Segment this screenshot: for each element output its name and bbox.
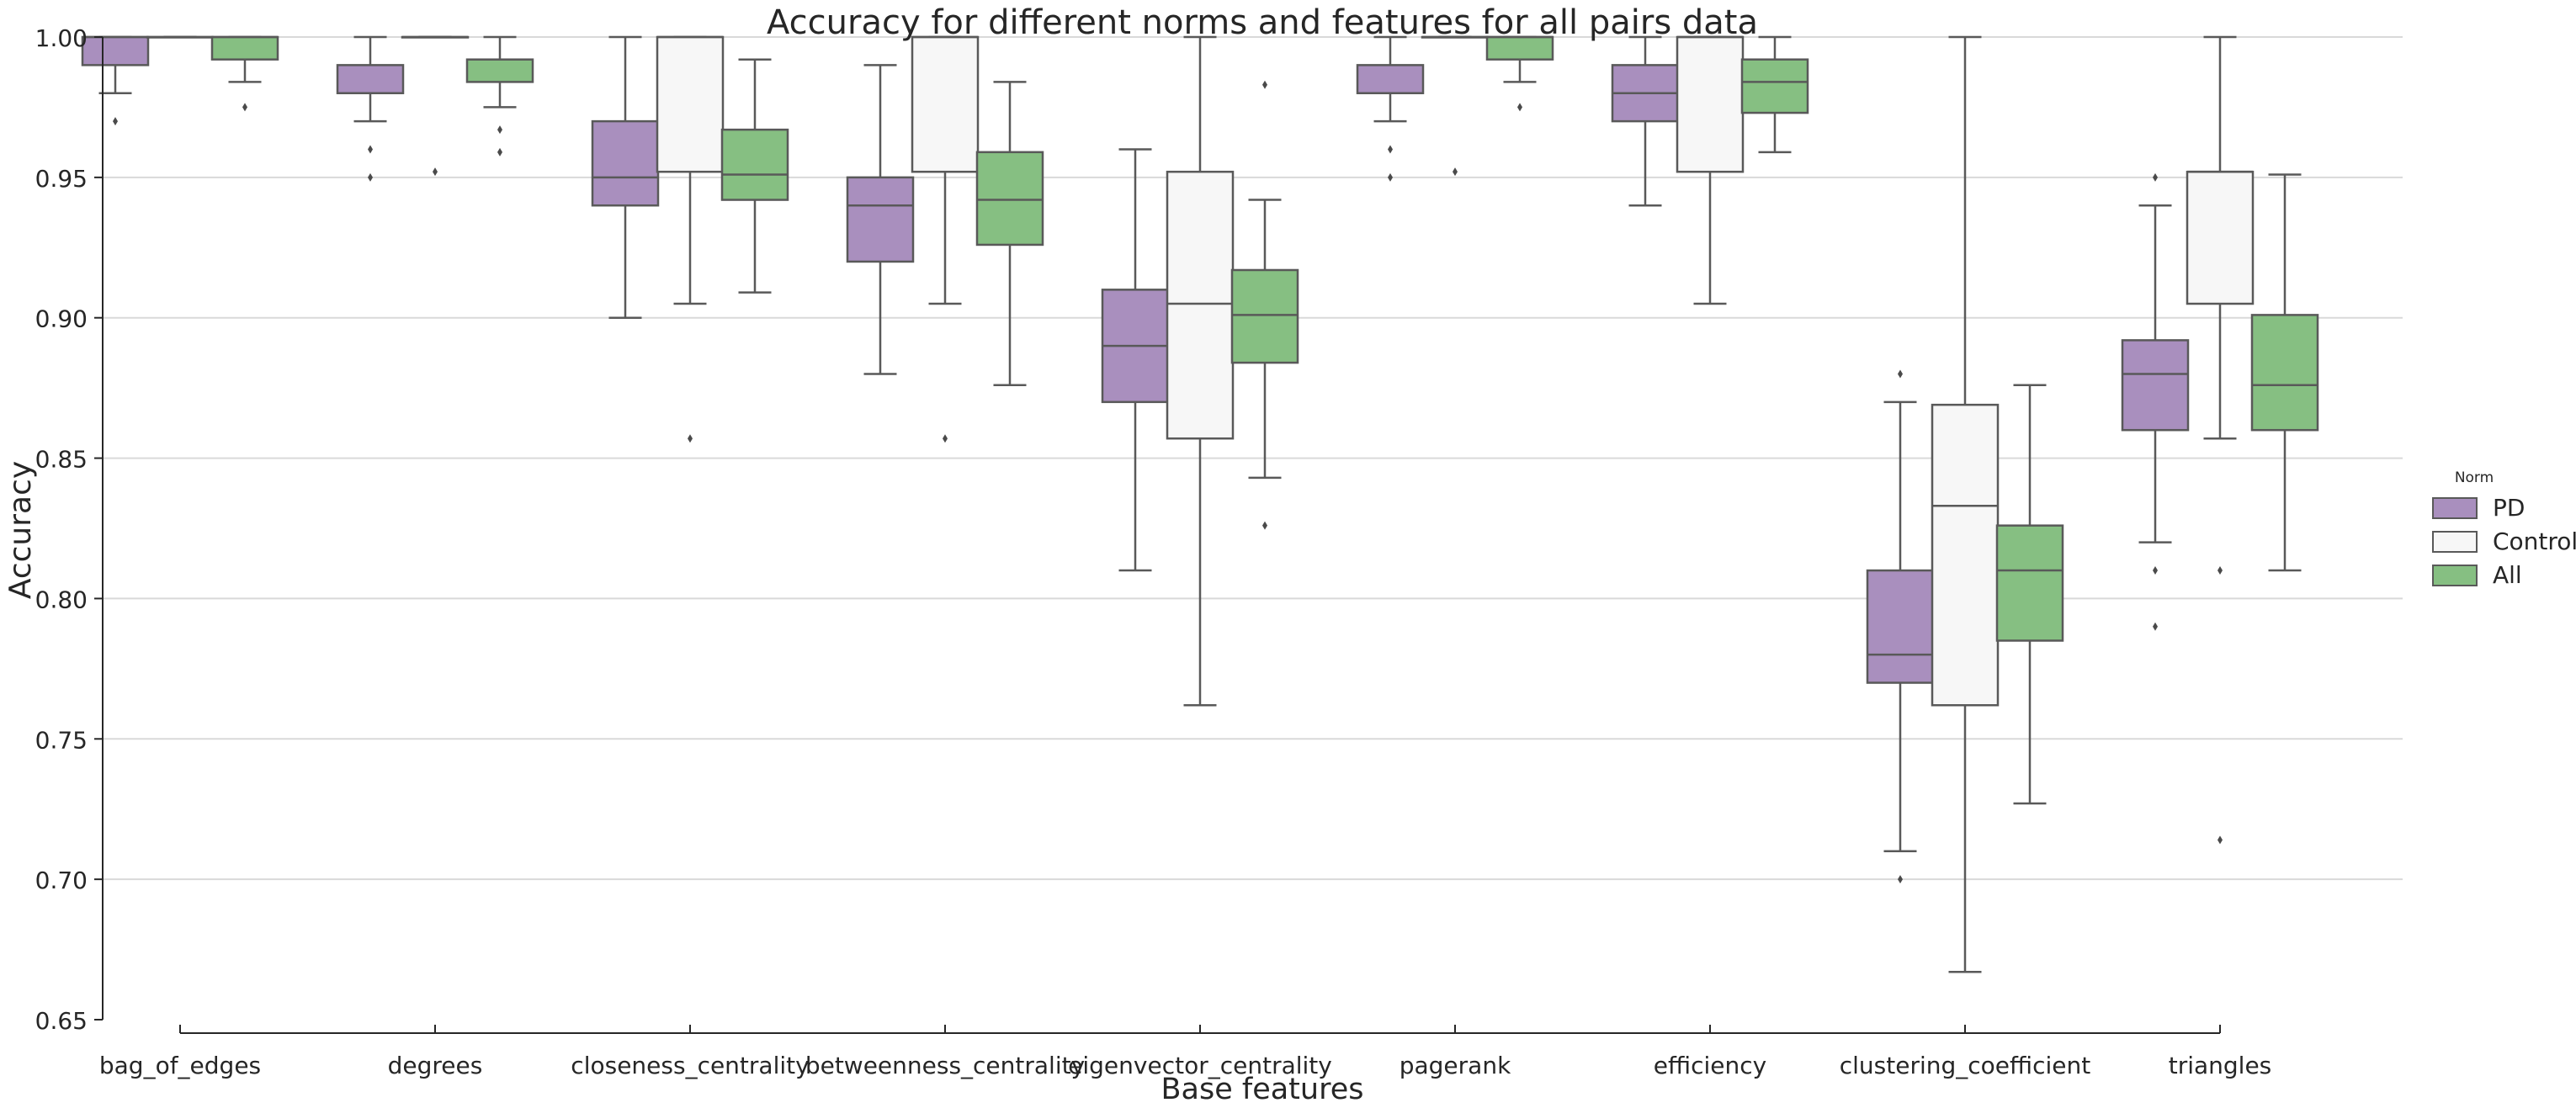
chart-title: Accuracy for different norms and feature…: [767, 3, 1758, 42]
legend-swatch-all: [2433, 565, 2477, 586]
y-tick-label-3: 0.80: [35, 586, 88, 613]
y-axis-label: Accuracy: [3, 461, 38, 599]
legend-title: Norm: [2455, 469, 2494, 486]
legend-label-control: Control: [2493, 527, 2576, 555]
legend-label-pd: PD: [2493, 494, 2525, 522]
box-body: [977, 152, 1043, 245]
y-tick-label-5: 0.90: [35, 305, 88, 333]
box-body: [1232, 270, 1298, 363]
box-body: [1997, 526, 2063, 641]
x-tick-label-bag_of_edges: bag_of_edges: [99, 1052, 261, 1079]
box-body: [1742, 60, 1808, 113]
y-tick-label-4: 0.85: [35, 446, 88, 474]
box-body: [82, 37, 148, 65]
x-tick-label-closeness_centrality: closeness_centrality: [571, 1052, 809, 1079]
box-body: [592, 121, 658, 205]
x-tick-label-efficiency: efficiency: [1654, 1052, 1766, 1079]
box-body: [847, 178, 913, 262]
box-body: [1357, 65, 1423, 93]
box-body: [1677, 37, 1743, 172]
box-control-bag_of_edges: [147, 37, 213, 38]
box-body: [467, 60, 533, 82]
box-body: [2252, 315, 2318, 430]
legend-label-all: All: [2493, 561, 2522, 589]
box-body: [722, 130, 788, 199]
y-tick-label-6: 0.95: [35, 165, 88, 193]
box-body: [2122, 340, 2188, 430]
x-tick-label-pagerank: pagerank: [1400, 1052, 1511, 1079]
box-body: [912, 37, 978, 172]
legend-swatch-pd: [2433, 498, 2477, 518]
box-body: [212, 37, 278, 60]
y-tick-label-1: 0.70: [35, 867, 88, 894]
x-tick-label-betweenness_centrality: betweenness_centrality: [805, 1052, 1085, 1079]
box-body: [1867, 570, 1933, 682]
box-body: [1167, 172, 1233, 438]
box-body: [2187, 172, 2253, 304]
x-tick-label-clustering_coefficient: clustering_coefficient: [1840, 1052, 2090, 1079]
x-axis-label: Base features: [1161, 1073, 1364, 1106]
box-body: [657, 37, 723, 172]
y-tick-label-7: 1.00: [35, 24, 88, 52]
y-tick-label-0: 0.65: [35, 1007, 88, 1035]
x-tick-label-triangles: triangles: [2169, 1052, 2272, 1079]
y-tick-label-2: 0.75: [35, 726, 88, 754]
box-body: [1932, 405, 1998, 705]
box-body: [337, 65, 403, 93]
legend-swatch-control: [2433, 532, 2477, 552]
x-tick-label-degrees: degrees: [388, 1052, 483, 1079]
